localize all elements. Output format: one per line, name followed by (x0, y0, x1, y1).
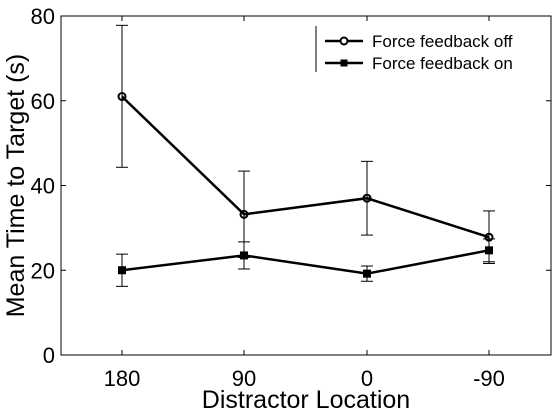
data-point (239, 209, 249, 219)
legend-marker-square (340, 59, 348, 67)
x-tick-label: 180 (104, 366, 141, 391)
x-tick-label: 90 (232, 366, 256, 391)
x-axis-label: Distractor Location (202, 386, 410, 413)
legend-label: Force feedback on (372, 54, 513, 73)
x-axis-ticks: 180 90 0 -90 (104, 16, 505, 391)
data-point (485, 246, 493, 255)
x-tick-label: 0 (361, 366, 373, 391)
series-line (121, 95, 490, 239)
y-axis-ticks: 0 20 40 60 80 (31, 4, 551, 368)
data-point (117, 92, 127, 102)
legend-label: Force feedback off (372, 32, 513, 51)
y-tick-label: 60 (31, 89, 55, 114)
legend-marker-circle (339, 36, 349, 46)
data-point (240, 251, 248, 260)
data-point (363, 269, 371, 278)
y-tick-label: 0 (43, 343, 55, 368)
x-tick-label: -90 (473, 366, 505, 391)
legend: Force feedback off Force feedback on (315, 26, 513, 73)
y-axis-label: Mean Time to Target (s) (2, 54, 30, 318)
y-tick-label: 80 (31, 4, 55, 29)
series-layer (116, 24, 495, 287)
series-force-feedback-on (116, 238, 495, 287)
data-point (362, 193, 372, 203)
series-line (121, 249, 490, 275)
y-tick-label: 40 (31, 174, 55, 199)
data-point (118, 266, 126, 275)
y-tick-label: 20 (31, 258, 55, 283)
